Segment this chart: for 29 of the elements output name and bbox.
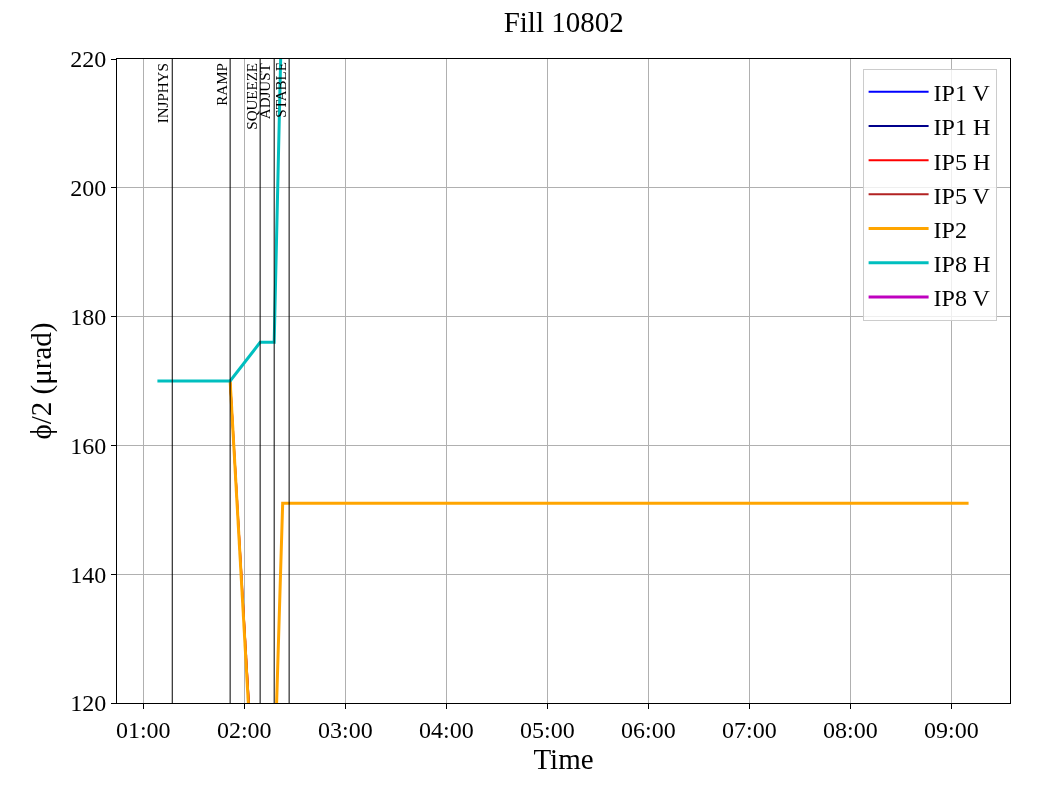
legend-label: IP8 V bbox=[933, 285, 991, 312]
x-tick-label: 06:00 bbox=[621, 716, 676, 743]
x-tick-label: 03:00 bbox=[317, 716, 373, 743]
legend-label: IP8 H bbox=[933, 251, 991, 278]
x-tick-label: 05:00 bbox=[520, 716, 575, 743]
y-tick-label: 200 bbox=[70, 175, 107, 202]
y-axis-title: ϕ/2 (μrad) bbox=[24, 322, 58, 440]
y-tick-label: 140 bbox=[70, 561, 107, 588]
y-tick-label: 120 bbox=[70, 690, 107, 717]
ref-line-label: RAMP bbox=[213, 63, 230, 106]
legend-label: IP1 H bbox=[933, 114, 991, 141]
legend-label: IP2 bbox=[933, 216, 967, 243]
y-tick-label: 220 bbox=[70, 46, 107, 73]
ref-line-label: SQUEEZE bbox=[243, 62, 260, 130]
legend-label: IP1 V bbox=[933, 80, 991, 107]
y-tick-label: 160 bbox=[70, 432, 107, 459]
y-tick-label: 180 bbox=[70, 304, 107, 330]
ref-line-label: INJPHYS bbox=[155, 63, 172, 124]
x-tick-label: 08:00 bbox=[823, 716, 878, 743]
x-axis-title: Time bbox=[533, 742, 594, 775]
chart-title: Fill 10802 bbox=[503, 6, 624, 39]
x-tick-label: 04:00 bbox=[418, 716, 474, 743]
x-tick-label: 02:00 bbox=[216, 716, 272, 743]
ref-line-label: STABLE bbox=[272, 62, 289, 118]
x-tick-label: 07:00 bbox=[722, 716, 777, 743]
legend-label: IP5 H bbox=[933, 148, 991, 175]
x-tick-label: 09:00 bbox=[924, 716, 979, 743]
x-tick-label: 01:00 bbox=[115, 716, 171, 743]
legend-label: IP5 V bbox=[933, 182, 991, 209]
